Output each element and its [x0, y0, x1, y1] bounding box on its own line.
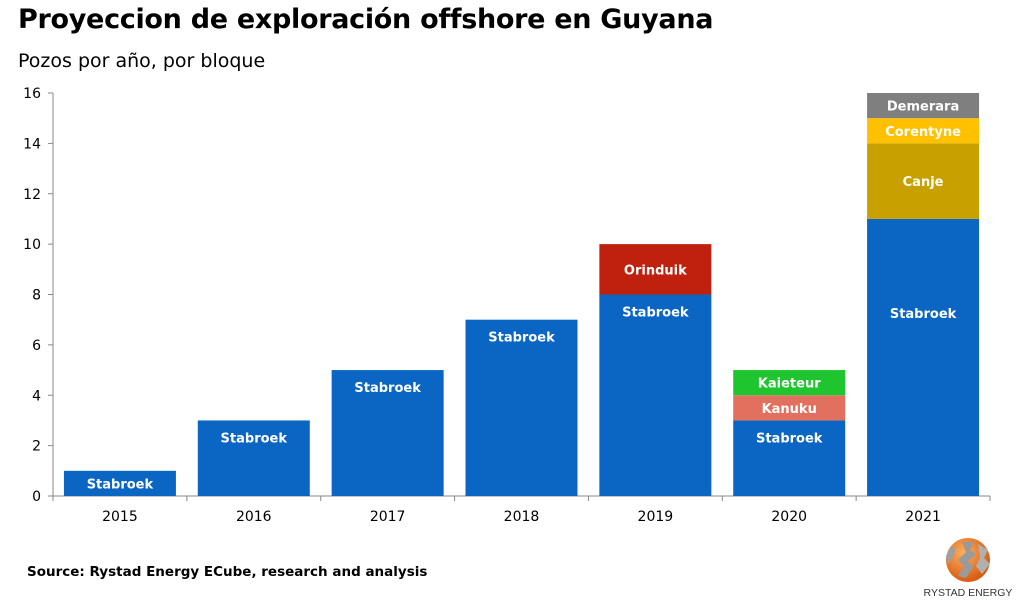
segment-label: Canje: [903, 175, 944, 190]
x-tick-label: 2020: [771, 509, 807, 525]
segment-label: Stabroek: [488, 331, 555, 346]
bar-segment-corentyne-2021: [867, 118, 980, 144]
y-tick-label: 10: [23, 237, 41, 253]
segment-label: Stabroek: [221, 431, 288, 446]
y-tick-label: 2: [32, 439, 41, 455]
segment-label: Stabroek: [87, 477, 154, 492]
chart-title: Proyeccion de exploración offshore en Gu…: [18, 4, 714, 35]
bar-segment-canje-2021: [867, 143, 980, 219]
x-tick-label: 2017: [370, 509, 406, 525]
segment-label: Orinduik: [624, 263, 687, 278]
bar-segment-stabroek-2019: [599, 294, 712, 496]
x-tick-label: 2019: [638, 509, 674, 525]
segment-label: Stabroek: [354, 381, 421, 396]
x-tick-label: 2018: [504, 509, 540, 525]
bar-segment-stabroek-2016: [197, 420, 310, 496]
y-tick-label: 8: [32, 288, 41, 304]
source-note: Source: Rystad Energy ECube, research an…: [27, 564, 428, 580]
segment-label: Kaieteur: [758, 377, 821, 392]
bar-segment-demerara-2021: [867, 93, 980, 119]
x-tick-label: 2021: [905, 509, 941, 525]
logo-text: RYSTAD ENERGY: [923, 587, 1013, 599]
segment-label: Stabroek: [622, 306, 689, 321]
segment-label: Demerara: [887, 100, 959, 115]
y-tick-label: 6: [32, 338, 41, 354]
y-tick-label: 16: [23, 86, 41, 102]
y-tick-label: 4: [32, 388, 41, 404]
x-tick-label: 2016: [236, 509, 272, 525]
chart-subtitle: Pozos por año, por bloque: [18, 50, 266, 72]
bar-segment-stabroek-2015: [63, 470, 176, 496]
rystad-logo-icon: [946, 538, 990, 582]
y-tick-label: 14: [23, 136, 41, 152]
bar-segment-stabroek-2020: [733, 420, 846, 496]
y-tick-label: 12: [23, 187, 41, 203]
y-tick-label: 0: [32, 489, 41, 505]
bar-segment-stabroek-2018: [465, 319, 578, 496]
segment-label: Stabroek: [756, 431, 823, 446]
bar-segment-kaieteur-2020: [733, 370, 846, 396]
segment-label: Kanuku: [762, 402, 817, 417]
x-tick-label: 2015: [102, 509, 138, 525]
segment-label: Stabroek: [890, 307, 957, 322]
bar-segment-stabroek-2021: [867, 218, 980, 496]
bar-segment-kanuku-2020: [733, 395, 846, 421]
segment-label: Corentyne: [885, 125, 961, 140]
bar-segment-stabroek-2017: [331, 370, 444, 496]
bar-segment-orinduik-2019: [599, 244, 712, 295]
stacked-bar-chart: 0 2 4 6 8 10 12 14 16 2015 Stabroek 2016 Stabroek 201…: [23, 86, 991, 525]
